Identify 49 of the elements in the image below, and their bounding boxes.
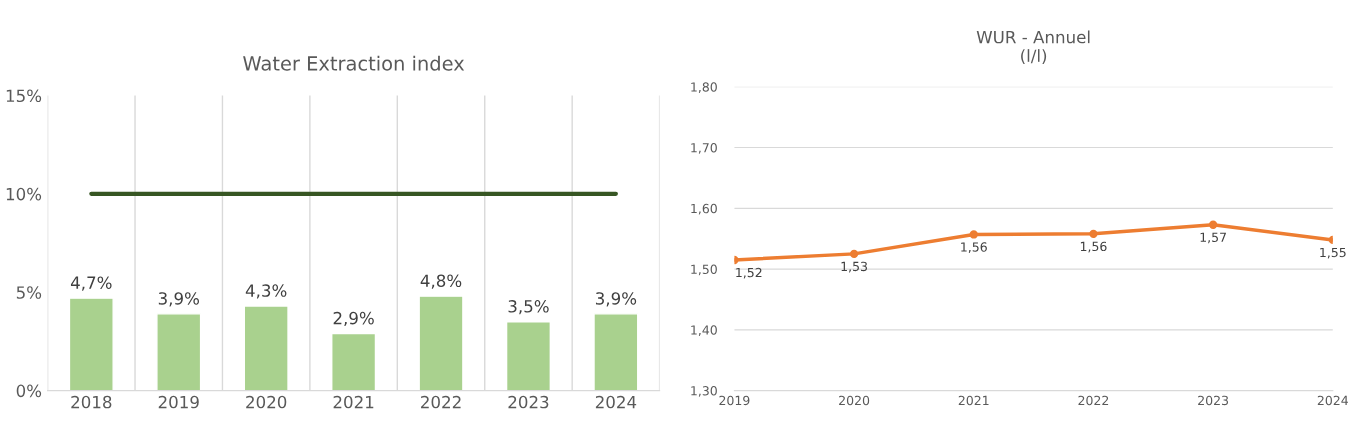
y-tick-label: 1,30 [691, 386, 717, 397]
x-tick-label: 2023 [1198, 395, 1229, 406]
x-tick-label: 2019 [158, 395, 199, 409]
point [969, 230, 978, 239]
data-label: 3,5% [508, 300, 549, 315]
data-label: 1,56 [1080, 241, 1107, 253]
bar [243, 305, 289, 391]
y-tick-label: 10% [6, 187, 42, 201]
x-tick-label: 2022 [421, 395, 461, 409]
chart-title: WUR - Annuel (l/l) [976, 30, 1090, 64]
data-label: 1,57 [1200, 232, 1226, 244]
y-tick-label: 15% [6, 89, 42, 103]
data-label: 4,7% [70, 276, 112, 291]
x-tick-label: 2024 [1317, 395, 1348, 406]
y-tick-label: 0% [16, 384, 42, 398]
y-tick-label: 1,50 [691, 264, 717, 276]
y-tick-label: 1,80 [691, 82, 717, 93]
data-label: 4,3% [245, 284, 287, 299]
data-label: 3,9% [158, 292, 199, 307]
bar [593, 313, 639, 391]
bar [156, 313, 202, 391]
bar [418, 295, 464, 391]
data-label: 4,8% [420, 274, 462, 289]
data-label: 2,9% [333, 311, 374, 327]
x-tick-label: 2020 [246, 395, 287, 409]
x-tick-label: 2020 [839, 395, 870, 406]
y-tick-label: 5% [16, 286, 42, 299]
y-tick-label: 1,70 [691, 143, 717, 154]
y-tick-label: 1,60 [691, 203, 717, 215]
data-label: 1,55 [1320, 247, 1346, 259]
bar [331, 332, 377, 391]
x-tick-label: 2024 [595, 395, 637, 409]
x-tick-label: 2021 [958, 395, 989, 406]
data-label: 1,56 [961, 242, 987, 253]
data-label: 3,9% [595, 292, 637, 307]
bar [505, 321, 552, 391]
point [849, 249, 859, 259]
data-label: 1,52 [736, 267, 762, 279]
x-tick-label: 2018 [71, 395, 112, 409]
point [1089, 229, 1098, 239]
x-tick-label: 2022 [1078, 395, 1109, 406]
data-label: 1,53 [841, 261, 867, 273]
x-tick-label: 2021 [333, 395, 374, 409]
x-tick-label: 2023 [508, 395, 549, 409]
y-tick-label: 1,40 [691, 325, 717, 337]
x-tick-label: 2019 [719, 395, 750, 406]
bar [68, 297, 114, 391]
chart-title: Water Extraction index [243, 55, 465, 71]
point [1208, 220, 1218, 229]
